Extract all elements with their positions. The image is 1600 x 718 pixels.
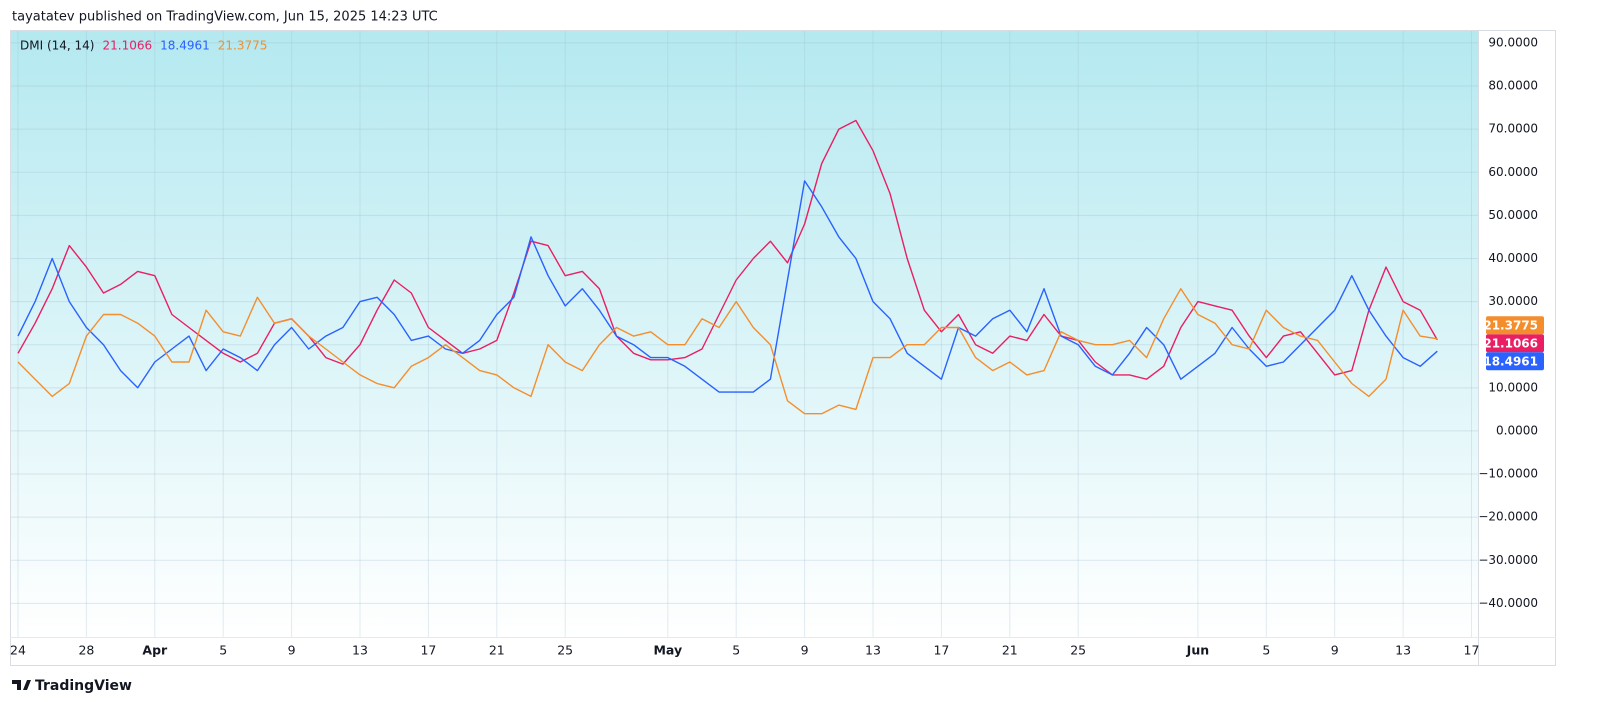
x-tick-label: 13 [352, 643, 368, 658]
logo-icon [12, 680, 31, 690]
price-badge-label: 18.4961 [1483, 354, 1538, 368]
y-tick-label: 40.0000 [1488, 251, 1538, 265]
x-tick-label: 5 [732, 643, 740, 658]
price-badge-label: 21.3775 [1483, 318, 1538, 332]
series-line [17, 119, 1438, 380]
frame [10, 30, 1556, 666]
y-tick-label: −30.0000 [1478, 553, 1538, 567]
y-tick-label: 10.0000 [1488, 380, 1538, 394]
legend: DMI (14, 14) 21.1066 18.4961 21.3775 [20, 39, 267, 53]
x-tick-label: 25 [557, 643, 573, 658]
price-badge [1486, 316, 1544, 335]
header: tayatatev published on TradingView.com, … [12, 10, 438, 25]
series-line [17, 288, 1438, 415]
x-tick-label: Jun [1186, 643, 1209, 658]
price-badge [1486, 352, 1544, 371]
legend-value: 21.1066 [102, 39, 152, 53]
x-tick-label: 17 [1464, 643, 1480, 658]
x-tick-label: May [653, 643, 682, 658]
x-tick-label: 17 [933, 643, 949, 658]
x-tick-label: 25 [1070, 643, 1086, 658]
y-tick-label: 50.0000 [1488, 208, 1538, 222]
y-tick-label: 90.0000 [1488, 35, 1538, 49]
logo: TradingView [12, 678, 132, 694]
x-tick-label: 9 [801, 643, 809, 658]
y-tick-label: −10.0000 [1478, 467, 1538, 481]
series-line [17, 180, 1438, 393]
x-tick-label: 24 [10, 643, 26, 658]
x-tick-label: 9 [288, 643, 296, 658]
x-tick-label: 17 [420, 643, 436, 658]
x-tick-label: 21 [489, 643, 505, 658]
x-tick-label: 13 [1395, 643, 1411, 658]
legend-value: 18.4961 [160, 39, 210, 53]
y-tick-label: 70.0000 [1488, 122, 1538, 136]
y-tick-label: 30.0000 [1488, 294, 1538, 308]
x-tick-label: 13 [865, 643, 881, 658]
logo-text: TradingView [35, 678, 132, 694]
legend-value: 21.3775 [218, 39, 268, 53]
price-badge [1486, 334, 1544, 353]
y-tick-label: 80.0000 [1488, 79, 1538, 93]
y-tick-label: −40.0000 [1478, 596, 1538, 610]
plot-area [10, 30, 1478, 637]
x-tick-label: 21 [1002, 643, 1018, 658]
y-tick-label: −20.0000 [1478, 510, 1538, 524]
y-tick-label: 60.0000 [1488, 165, 1538, 179]
legend-title: DMI (14, 14) [20, 39, 94, 53]
y-tick-label: 0.0000 [1496, 423, 1538, 437]
x-tick-label: 9 [1331, 643, 1339, 658]
price-badge-label: 21.1066 [1483, 336, 1538, 350]
x-tick-label: Apr [142, 643, 168, 658]
x-tick-label: 5 [1262, 643, 1270, 658]
x-tick-label: 28 [78, 643, 94, 658]
x-tick-label: 5 [219, 643, 227, 658]
